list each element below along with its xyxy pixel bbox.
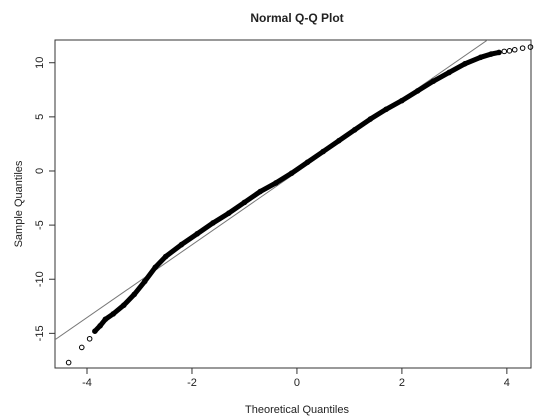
point-band [152, 254, 169, 270]
plot-frame [54, 39, 532, 369]
point-band [367, 106, 389, 122]
point-band [430, 69, 452, 84]
x-tick-label: 0 [294, 377, 300, 389]
point-band [399, 88, 421, 104]
point-band [142, 264, 158, 284]
point-band [194, 220, 216, 237]
point-band [446, 61, 468, 75]
point-band [304, 148, 326, 165]
y-axis-label: Sample Quantiles [13, 160, 25, 247]
point-band [289, 159, 310, 176]
point-band [226, 199, 247, 216]
point-band [210, 210, 232, 226]
x-tick-label: -2 [187, 377, 197, 389]
point-band [415, 78, 436, 94]
point-band [131, 278, 148, 297]
point-band [462, 54, 484, 67]
y-tick-label: 10 [34, 57, 46, 69]
point [519, 45, 526, 51]
point [511, 46, 518, 53]
y-tick-label: 0 [34, 168, 46, 174]
y-tick-label: 5 [34, 114, 46, 120]
chart-title: Normal Q-Q Plot [250, 11, 343, 25]
point [501, 48, 508, 55]
x-tick-label: 4 [504, 377, 510, 389]
y-tick-label: -10 [34, 271, 46, 287]
point-band [163, 242, 184, 260]
y-tick-label: -5 [34, 220, 46, 230]
point-band [320, 138, 342, 154]
point-band [273, 170, 295, 186]
point-band [241, 189, 263, 205]
point [65, 359, 72, 366]
point-band [336, 127, 358, 144]
point [527, 44, 534, 50]
point-band [257, 180, 279, 195]
x-axis-label: Theoretical Quantiles [245, 404, 349, 416]
x-tick-label: -4 [82, 377, 92, 389]
point-band [352, 116, 373, 133]
point [506, 48, 513, 54]
point-band [488, 49, 502, 57]
point-band [121, 291, 137, 308]
y-tick-label: -15 [34, 325, 46, 341]
point-band [178, 231, 200, 248]
point-band [383, 98, 405, 112]
point [86, 335, 93, 342]
point [78, 344, 85, 351]
x-tick-label: 2 [399, 377, 405, 389]
